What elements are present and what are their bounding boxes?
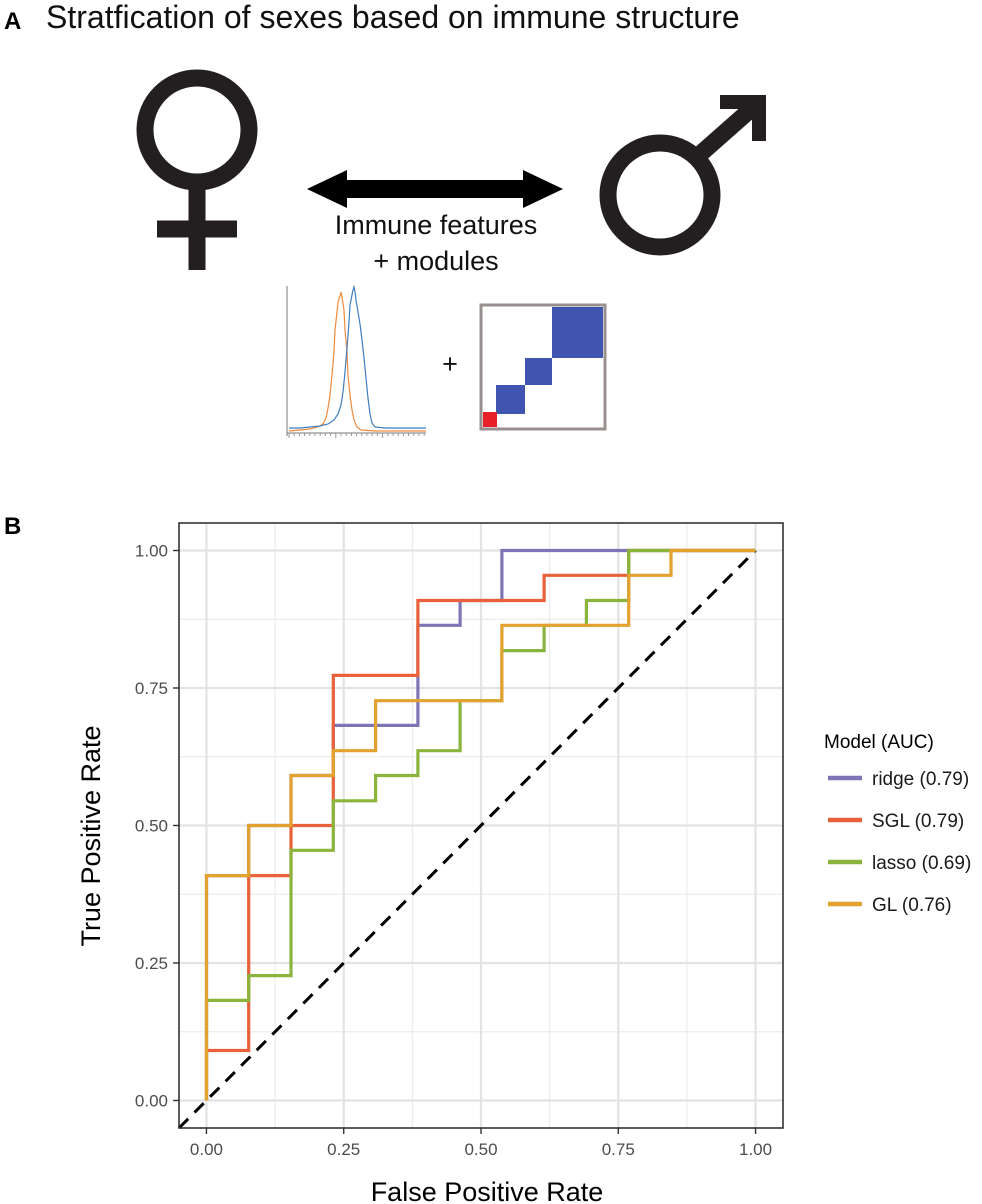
roc-series: [204, 548, 756, 1101]
arrow-label-line1: Immune features: [335, 210, 538, 240]
panel-a-letter: A: [4, 8, 21, 35]
female-symbol-icon: [136, 69, 258, 270]
legend-title: Model (AUC): [824, 732, 934, 753]
module-highlight: [483, 412, 497, 427]
roc-plot: 0.00 0.25 0.50 0.75 1.00 0.00 0.25 0.50 0.75 1.00: [135, 522, 784, 1160]
double-arrow-icon: [307, 170, 563, 208]
arrow-label-line2: + modules: [373, 246, 498, 276]
y-tick-label: 1.00: [135, 542, 168, 561]
x-tick-label: 0.75: [602, 1140, 635, 1159]
male-symbol-icon: [599, 95, 766, 256]
legend-label-2: lasso (0.69): [872, 853, 971, 874]
histogram-orange-curve: [288, 291, 426, 432]
series-line-3: [204, 548, 756, 1101]
module-block-large: [552, 307, 603, 358]
module-matrix-thumbnail: [479, 303, 607, 431]
chance-diagonal-line: [177, 549, 757, 1130]
plus-sign: +: [442, 349, 458, 379]
x-tick-label: 1.00: [739, 1140, 772, 1159]
y-tick-label: 0.50: [135, 817, 168, 836]
module-block-medium: [525, 358, 552, 385]
panel-a-title: Stratfication of sexes based on immune s…: [46, 0, 740, 35]
y-axis-title: True Positive Rate: [76, 725, 106, 946]
histogram-thumbnail: [286, 284, 426, 438]
y-tick-label: 0.75: [135, 679, 168, 698]
legend-label-3: GL (0.76): [872, 895, 952, 916]
x-tick-label: 0.25: [327, 1140, 360, 1159]
module-block-small: [496, 385, 525, 414]
y-tick-label: 0.25: [135, 954, 168, 973]
legend-label-0: ridge (0.79): [872, 769, 969, 790]
legend-label-1: SGL (0.79): [872, 811, 964, 832]
x-axis-title: False Positive Rate: [371, 1177, 604, 1204]
y-tick-label: 0.00: [135, 1092, 168, 1111]
histogram-blue-curve: [289, 284, 426, 429]
x-tick-label: 0.00: [190, 1140, 223, 1159]
axis-ticks: 0.00 0.25 0.50 0.75 1.00 0.00 0.25 0.50 0.75 1.00: [135, 542, 772, 1160]
series-line-2: [204, 548, 756, 1101]
panel-b-letter: B: [4, 513, 21, 540]
legend: Model (AUC) ridge (0.79) SGL (0.79) lasso …: [824, 732, 971, 916]
x-tick-label: 0.50: [464, 1140, 497, 1159]
